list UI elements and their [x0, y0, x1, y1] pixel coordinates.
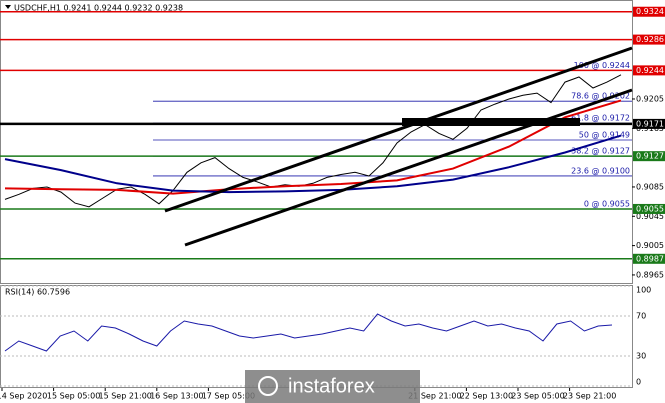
y-tick-label: 70 — [636, 312, 646, 321]
menu-arrow — [5, 5, 11, 9]
x-tick-label: 15 Sep 05:00 — [47, 392, 100, 401]
channel-upper — [164, 46, 633, 213]
x-tick-label: 23 Sep 05:00 — [511, 392, 564, 401]
x-tick-label: 23 Sep 21:00 — [563, 392, 616, 401]
level-box — [633, 151, 665, 162]
price-frame — [0, 0, 633, 284]
y-tick-label: 0.9205 — [636, 94, 664, 103]
level-label: 0.9286 — [636, 35, 664, 44]
channel-lower — [184, 88, 633, 247]
level-box — [633, 65, 665, 76]
level-box — [633, 6, 665, 17]
watermark-text: instaforex — [288, 375, 375, 397]
fib-label: 50 @ 0.9149 — [579, 131, 630, 140]
x-tick-label: 16 Sep 13:00 — [150, 392, 203, 401]
fib-label: 0 @ 0.9055 — [584, 199, 630, 208]
x-tick-label: 22 Sep 13:00 — [460, 392, 513, 401]
chart-title: USDCHF,H1 0.9241 0.9244 0.9232 0.9238 — [14, 4, 183, 13]
series-line — [4, 99, 622, 195]
x-tick-label: 15 Sep 21:00 — [98, 392, 151, 401]
x-tick-label: 14 Sep 2020 — [0, 392, 47, 401]
fib-label: 100 @ 0.9244 — [574, 61, 630, 70]
level-box — [633, 34, 665, 45]
fib-label: 61.8 @ 0.9172 — [571, 114, 630, 123]
fib-label: 23.6 @ 0.9100 — [571, 166, 630, 175]
watermark-logo — [258, 376, 278, 396]
price-panel: 0.92050.91650.90850.90450.90050.8965100 … — [0, 6, 665, 279]
y-tick-label: 100 — [636, 286, 651, 295]
series-line — [4, 134, 622, 194]
y-tick-label: 0.9045 — [636, 212, 664, 221]
watermark-bg — [245, 370, 420, 403]
y-tick-label: 0.9085 — [636, 182, 664, 191]
series-line — [4, 313, 613, 352]
x-tick-label: 21 Sep 21:00 — [408, 392, 461, 401]
level-label: 0.9127 — [636, 152, 664, 161]
level-label: 0.9244 — [636, 66, 664, 75]
level-box — [633, 118, 665, 129]
y-tick-label: 0.8965 — [636, 270, 664, 279]
zone-box — [402, 118, 580, 126]
series-line — [4, 74, 622, 208]
x-tick-label: 17 Sep 05:00 — [202, 392, 255, 401]
level-box — [633, 203, 665, 214]
watermark: instaforex — [245, 370, 420, 403]
level-label: 0.9324 — [636, 7, 664, 16]
y-tick-label: 30 — [636, 352, 646, 361]
level-label: 0.9055 — [636, 204, 664, 213]
level-box — [633, 253, 665, 264]
y-tick-label: 0 — [636, 378, 641, 387]
fib-label: 38.2 @ 0.9127 — [571, 147, 630, 156]
fib-label: 78.6 @ 0.9202 — [571, 92, 630, 101]
y-tick-label: 0.9005 — [636, 241, 664, 250]
level-label: 0.8987 — [636, 254, 664, 263]
level-label: 0.9171 — [636, 119, 664, 128]
rsi-title: RSI(14) 60.7596 — [5, 288, 70, 297]
